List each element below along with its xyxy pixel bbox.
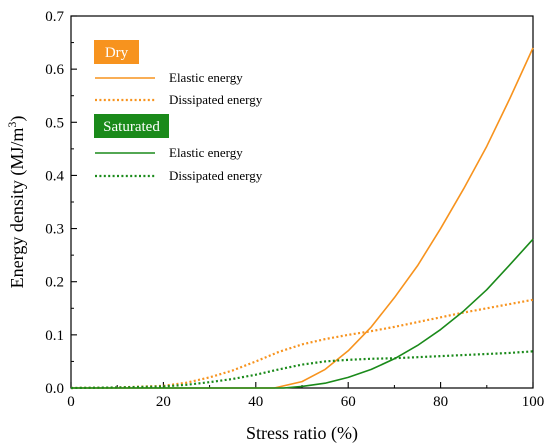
legend: Dry Elastic energy Dissipated energy Sat… [94, 40, 263, 183]
x-axis-ticks: 0 20 40 60 80 100 [67, 382, 544, 410]
legend-label-saturated-dissipated: Dissipated energy [169, 168, 263, 183]
y-tick-label: 0.3 [45, 222, 64, 238]
y-tick-label: 0.7 [45, 9, 64, 25]
y-axis-title: Energy density (MJ/m3) [5, 116, 28, 289]
x-tick-label: 80 [433, 394, 448, 410]
series-line-dry-dissipated [70, 298, 534, 390]
legend-group-dry-box [94, 40, 139, 64]
legend-label-saturated-elastic: Elastic energy [169, 145, 243, 160]
y-axis-title-close: ) [7, 116, 28, 122]
series-layer [70, 47, 534, 390]
legend-group-dry-label: Dry [105, 45, 129, 61]
y-axis-ticks: 0.0 0.1 0.2 0.3 0.4 0.5 0.6 0.7 [45, 9, 77, 397]
y-tick-label: 0.1 [45, 328, 64, 344]
x-tick-label: 0 [67, 394, 75, 410]
legend-label-dry-dissipated: Dissipated energy [169, 92, 263, 107]
y-axis-title-superscript: 3 [5, 122, 19, 128]
x-tick-label: 60 [341, 394, 356, 410]
y-tick-label: 0.4 [45, 168, 64, 184]
series-line-saturated-dissipated [70, 350, 534, 390]
x-axis-title: Stress ratio (%) [246, 423, 358, 444]
y-tick-label: 0.6 [45, 62, 64, 78]
x-tick-label: 40 [248, 394, 263, 410]
y-tick-label: 0.0 [45, 381, 64, 397]
y-tick-label: 0.5 [45, 115, 64, 131]
x-tick-label: 20 [156, 394, 171, 410]
series-line-dry-elastic [71, 47, 534, 389]
y-axis-title-main: Energy density (MJ/m [7, 128, 28, 289]
plot-frame [70, 15, 534, 389]
legend-group-saturated-label: Saturated [103, 119, 160, 135]
legend-label-dry-elastic: Elastic energy [169, 70, 243, 85]
legend-group-saturated-box [94, 114, 169, 138]
x-tick-label: 100 [522, 394, 545, 410]
y-tick-label: 0.2 [45, 275, 64, 291]
